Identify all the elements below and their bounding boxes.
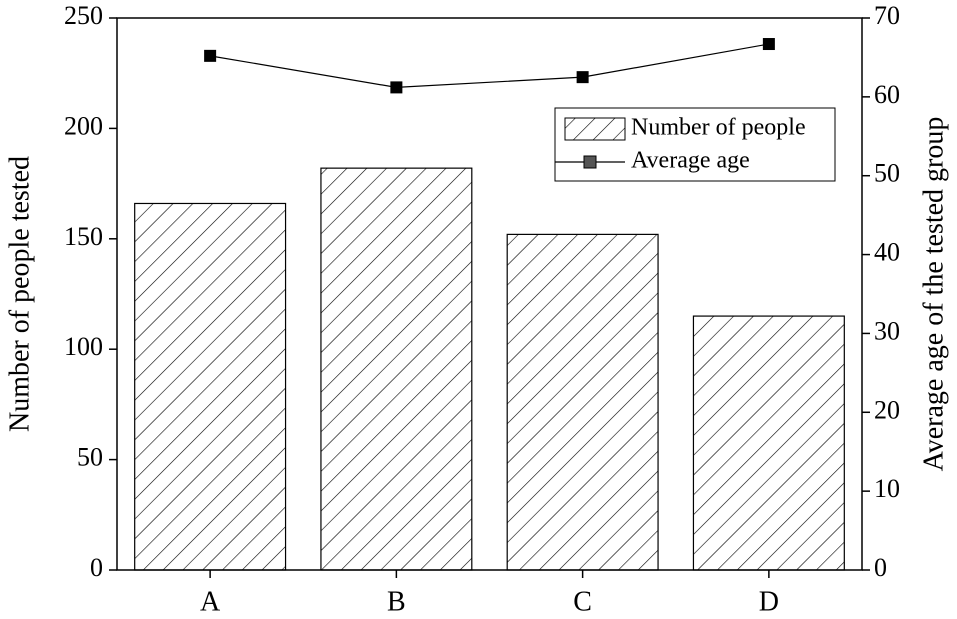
legend-label: Number of people [631, 115, 806, 141]
marker [576, 71, 589, 84]
marker [204, 49, 217, 62]
bar [506, 233, 659, 571]
marker [390, 81, 403, 94]
y2-axis-label: Average age of the tested group [918, 117, 949, 472]
plot-frame [116, 17, 863, 571]
y-tick-label: 200 [64, 111, 103, 140]
y2-tick-label: 20 [874, 395, 900, 424]
y-tick-label: 250 [64, 1, 103, 30]
y-tick-label: 100 [64, 332, 103, 361]
y-axis-label: Number of people tested [4, 156, 35, 432]
y2-tick-label: 50 [874, 159, 900, 188]
bar [320, 167, 473, 571]
y2-tick-label: 0 [874, 553, 887, 582]
y-tick-label: 0 [90, 553, 103, 582]
legend-label: Average age [631, 148, 750, 174]
y2-tick-label: 10 [874, 474, 900, 503]
line [210, 43, 769, 88]
bar [692, 315, 845, 571]
legend-swatch [564, 117, 626, 141]
y2-tick-label: 30 [874, 316, 900, 345]
marker [762, 38, 775, 51]
y2-tick-label: 60 [874, 80, 900, 109]
x-tick-label: A [200, 586, 221, 617]
x-tick-label: C [573, 586, 592, 617]
y2-tick-label: 70 [874, 1, 900, 30]
legend-marker [583, 155, 597, 169]
y-tick-label: 50 [77, 443, 103, 472]
bar [134, 202, 287, 571]
x-tick-label: D [759, 586, 779, 617]
y-tick-label: 150 [64, 222, 103, 251]
x-tick-label: B [387, 586, 406, 617]
y2-tick-label: 40 [874, 238, 900, 267]
